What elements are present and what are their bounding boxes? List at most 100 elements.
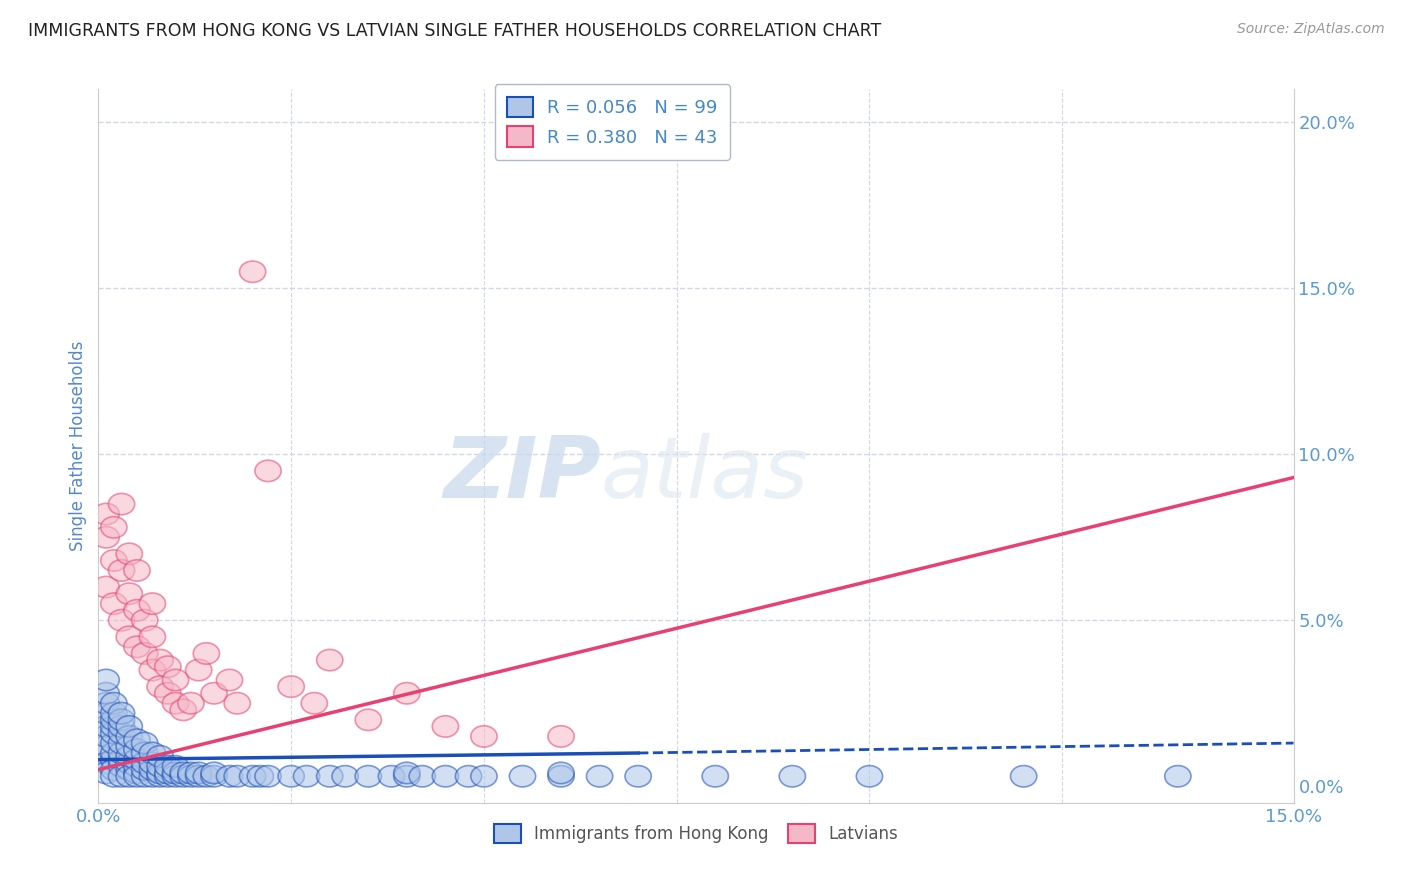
Ellipse shape xyxy=(101,703,127,724)
Ellipse shape xyxy=(548,763,574,784)
Ellipse shape xyxy=(108,749,135,771)
Ellipse shape xyxy=(148,763,173,784)
Ellipse shape xyxy=(108,493,135,515)
Ellipse shape xyxy=(316,765,343,787)
Ellipse shape xyxy=(155,756,181,777)
Ellipse shape xyxy=(108,732,135,754)
Ellipse shape xyxy=(117,746,142,767)
Ellipse shape xyxy=(278,676,304,698)
Ellipse shape xyxy=(93,703,120,724)
Ellipse shape xyxy=(394,763,420,784)
Ellipse shape xyxy=(239,261,266,283)
Ellipse shape xyxy=(155,765,181,787)
Ellipse shape xyxy=(155,656,181,677)
Ellipse shape xyxy=(93,715,120,737)
Ellipse shape xyxy=(117,726,142,747)
Ellipse shape xyxy=(316,649,343,671)
Ellipse shape xyxy=(124,756,150,777)
Ellipse shape xyxy=(177,765,204,787)
Ellipse shape xyxy=(201,765,228,787)
Legend: Immigrants from Hong Kong, Latvians: Immigrants from Hong Kong, Latvians xyxy=(485,815,907,852)
Ellipse shape xyxy=(93,742,120,764)
Ellipse shape xyxy=(108,715,135,737)
Ellipse shape xyxy=(626,765,651,787)
Ellipse shape xyxy=(117,765,142,787)
Ellipse shape xyxy=(170,699,197,721)
Ellipse shape xyxy=(132,643,157,665)
Ellipse shape xyxy=(101,765,127,787)
Ellipse shape xyxy=(124,763,150,784)
Ellipse shape xyxy=(162,763,188,784)
Ellipse shape xyxy=(132,742,157,764)
Ellipse shape xyxy=(139,752,166,773)
Ellipse shape xyxy=(93,736,120,757)
Ellipse shape xyxy=(239,765,266,787)
Ellipse shape xyxy=(139,765,166,787)
Ellipse shape xyxy=(224,765,250,787)
Ellipse shape xyxy=(148,649,173,671)
Ellipse shape xyxy=(779,765,806,787)
Text: atlas: atlas xyxy=(600,433,808,516)
Ellipse shape xyxy=(93,669,120,690)
Text: ZIP: ZIP xyxy=(443,433,600,516)
Ellipse shape xyxy=(101,759,127,780)
Ellipse shape xyxy=(186,659,212,681)
Ellipse shape xyxy=(148,765,173,787)
Ellipse shape xyxy=(148,756,173,777)
Ellipse shape xyxy=(509,765,536,787)
Ellipse shape xyxy=(139,593,166,615)
Ellipse shape xyxy=(117,736,142,757)
Ellipse shape xyxy=(117,759,142,780)
Ellipse shape xyxy=(124,749,150,771)
Ellipse shape xyxy=(124,765,150,787)
Ellipse shape xyxy=(162,692,188,714)
Ellipse shape xyxy=(193,643,219,665)
Ellipse shape xyxy=(432,765,458,787)
Ellipse shape xyxy=(247,765,274,787)
Ellipse shape xyxy=(93,503,120,524)
Ellipse shape xyxy=(201,763,228,784)
Ellipse shape xyxy=(101,549,127,571)
Ellipse shape xyxy=(278,765,304,787)
Ellipse shape xyxy=(332,765,359,787)
Ellipse shape xyxy=(217,669,243,690)
Ellipse shape xyxy=(101,732,127,754)
Ellipse shape xyxy=(117,583,142,605)
Ellipse shape xyxy=(224,692,250,714)
Ellipse shape xyxy=(101,742,127,764)
Ellipse shape xyxy=(132,732,157,754)
Ellipse shape xyxy=(170,763,197,784)
Ellipse shape xyxy=(139,659,166,681)
Ellipse shape xyxy=(117,543,142,565)
Ellipse shape xyxy=(548,765,574,787)
Ellipse shape xyxy=(193,765,219,787)
Ellipse shape xyxy=(132,759,157,780)
Ellipse shape xyxy=(93,526,120,548)
Ellipse shape xyxy=(856,765,883,787)
Ellipse shape xyxy=(124,560,150,582)
Ellipse shape xyxy=(101,709,127,731)
Ellipse shape xyxy=(409,765,436,787)
Ellipse shape xyxy=(254,460,281,482)
Ellipse shape xyxy=(162,669,188,690)
Ellipse shape xyxy=(124,599,150,621)
Ellipse shape xyxy=(394,682,420,704)
Ellipse shape xyxy=(124,636,150,657)
Ellipse shape xyxy=(93,692,120,714)
Ellipse shape xyxy=(108,723,135,744)
Ellipse shape xyxy=(117,626,142,648)
Ellipse shape xyxy=(162,765,188,787)
Ellipse shape xyxy=(177,692,204,714)
Ellipse shape xyxy=(301,692,328,714)
Ellipse shape xyxy=(93,726,120,747)
Ellipse shape xyxy=(117,752,142,773)
Ellipse shape xyxy=(1011,765,1036,787)
Ellipse shape xyxy=(471,726,498,747)
Ellipse shape xyxy=(93,682,120,704)
Ellipse shape xyxy=(356,765,381,787)
Y-axis label: Single Father Households: Single Father Households xyxy=(69,341,87,551)
Ellipse shape xyxy=(432,715,458,737)
Ellipse shape xyxy=(139,759,166,780)
Ellipse shape xyxy=(186,765,212,787)
Ellipse shape xyxy=(108,609,135,631)
